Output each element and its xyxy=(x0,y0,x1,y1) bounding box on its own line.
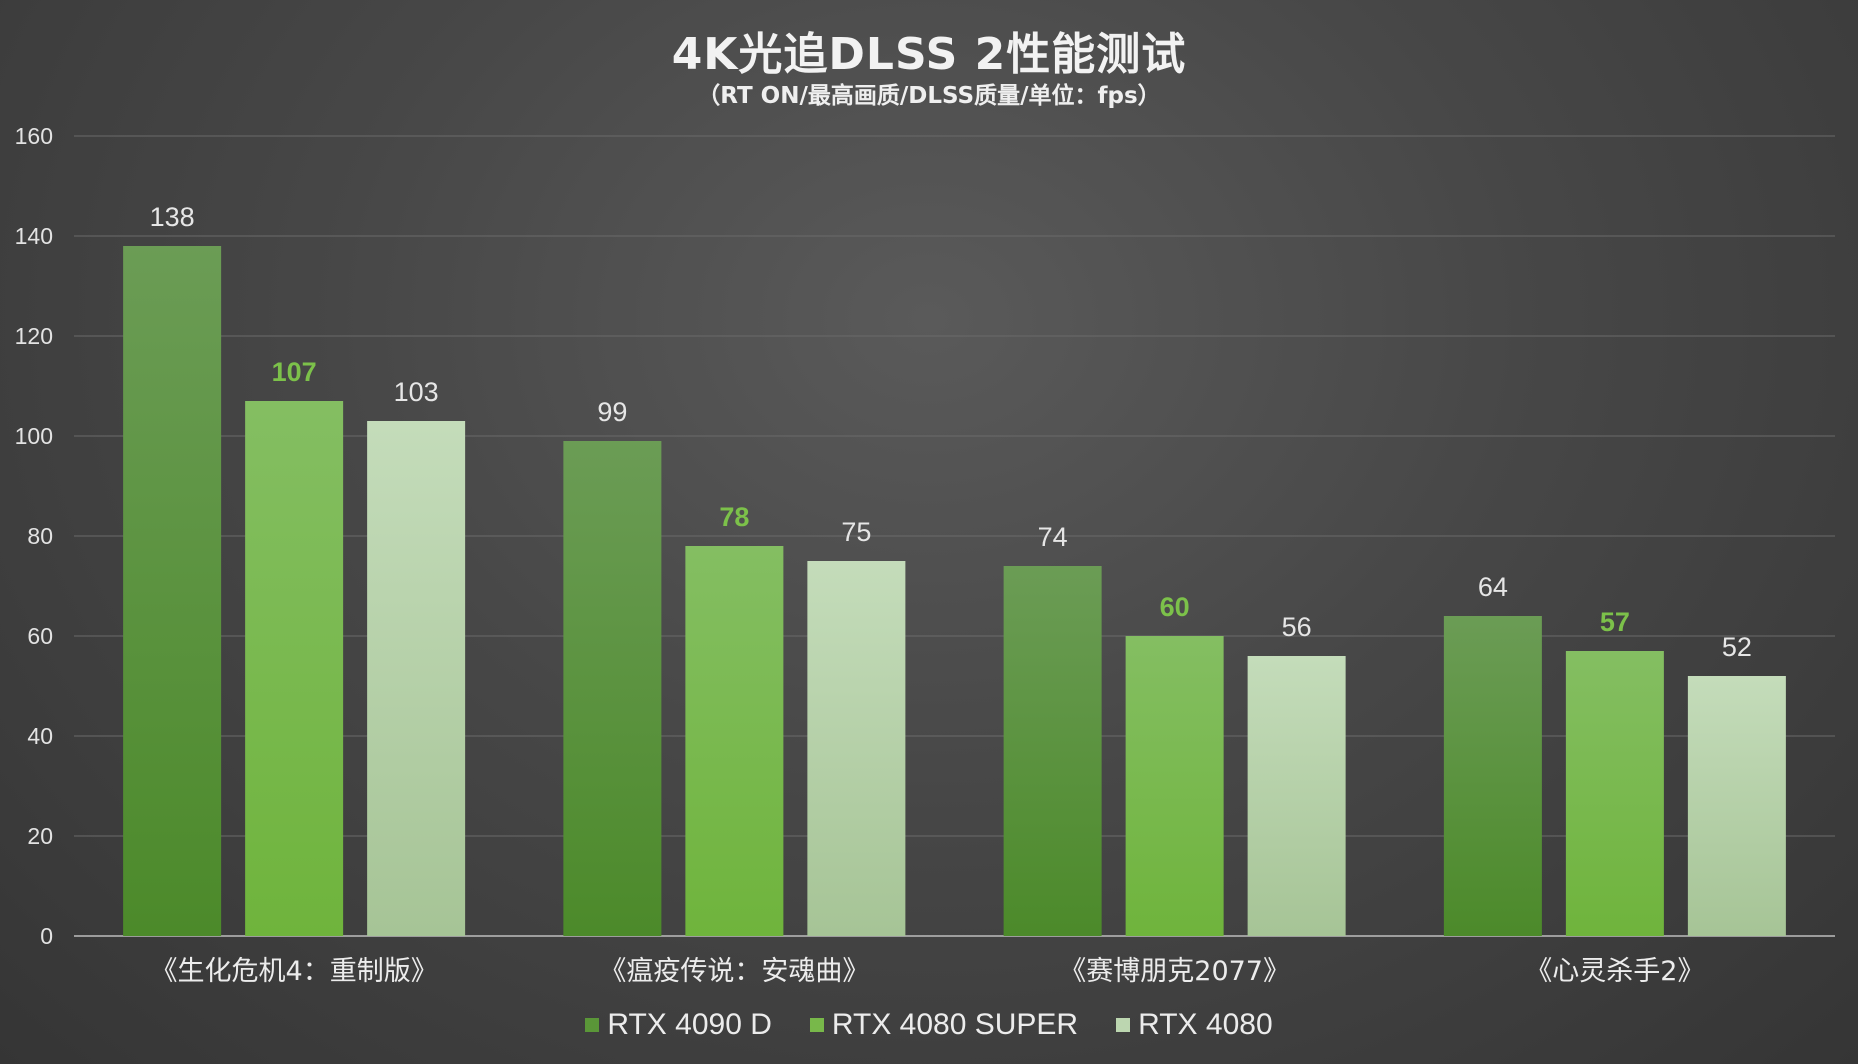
bars xyxy=(123,246,1786,936)
data-labels: 138 107 103 99 78 75 74 60 56 64 57 52 xyxy=(150,202,1752,662)
bar xyxy=(245,401,344,936)
data-label: 60 xyxy=(1160,592,1190,622)
bar xyxy=(563,441,662,936)
legend: RTX 4090 D RTX 4080 SUPER RTX 4080 xyxy=(0,1008,1858,1042)
y-tick-label: 60 xyxy=(27,623,53,649)
bar xyxy=(1687,676,1786,936)
y-tick-label: 40 xyxy=(27,723,53,749)
bar xyxy=(367,421,466,936)
legend-item: RTX 4090 D xyxy=(585,1008,772,1042)
y-tick-label: 120 xyxy=(15,323,53,349)
data-label: 103 xyxy=(394,377,439,407)
bar xyxy=(685,546,784,936)
data-label: 56 xyxy=(1282,612,1312,642)
legend-label: RTX 4080 xyxy=(1138,1008,1273,1041)
data-label: 138 xyxy=(150,202,195,232)
chart-subtitle: （RT ON/最高画质/DLSS质量/单位：fps） xyxy=(697,83,1161,109)
category-label: 《瘟疫传说：安魂曲》 xyxy=(599,956,869,987)
chart-title: 4K光追DLSS 2性能测试 xyxy=(671,29,1187,80)
y-tick-label: 0 xyxy=(40,923,53,949)
data-label: 75 xyxy=(841,517,871,547)
y-tick-label: 20 xyxy=(27,823,53,849)
legend-swatch xyxy=(1116,1018,1131,1032)
y-tick-label: 80 xyxy=(27,523,53,549)
category-label: 《心灵杀手2》 xyxy=(1525,956,1704,987)
y-tick-label: 160 xyxy=(15,123,53,149)
data-label: 99 xyxy=(597,397,627,427)
y-tick-label: 100 xyxy=(15,423,53,449)
data-label: 57 xyxy=(1600,607,1630,637)
bar xyxy=(123,246,222,936)
data-label: 107 xyxy=(272,357,317,387)
category-label: 《赛博朋克2077》 xyxy=(1059,956,1290,987)
category-label: 《生化危机4：重制版》 xyxy=(151,956,438,987)
legend-label: RTX 4080 SUPER xyxy=(831,1008,1079,1041)
data-label: 78 xyxy=(719,502,749,532)
bar xyxy=(1443,616,1542,936)
data-label: 64 xyxy=(1478,572,1508,602)
y-axis: 0 20 40 60 80 100 120 140 160 xyxy=(15,123,53,949)
data-label: 52 xyxy=(1722,632,1752,662)
bar xyxy=(1565,651,1664,936)
x-axis: 《生化危机4：重制版》 《瘟疫传说：安魂曲》 《赛博朋克2077》 《心灵杀手2》 xyxy=(151,956,1705,987)
bar xyxy=(807,561,906,936)
legend-item: RTX 4080 xyxy=(1116,1008,1273,1042)
legend-label: RTX 4090 D xyxy=(607,1008,772,1041)
legend-item: RTX 4080 SUPER xyxy=(809,1008,1079,1042)
y-tick-label: 140 xyxy=(15,223,53,249)
bar xyxy=(1003,566,1102,936)
bar xyxy=(1247,656,1346,936)
legend-swatch xyxy=(809,1018,824,1032)
legend-swatch xyxy=(585,1018,600,1032)
bar xyxy=(1125,636,1224,936)
data-label: 74 xyxy=(1038,522,1068,552)
